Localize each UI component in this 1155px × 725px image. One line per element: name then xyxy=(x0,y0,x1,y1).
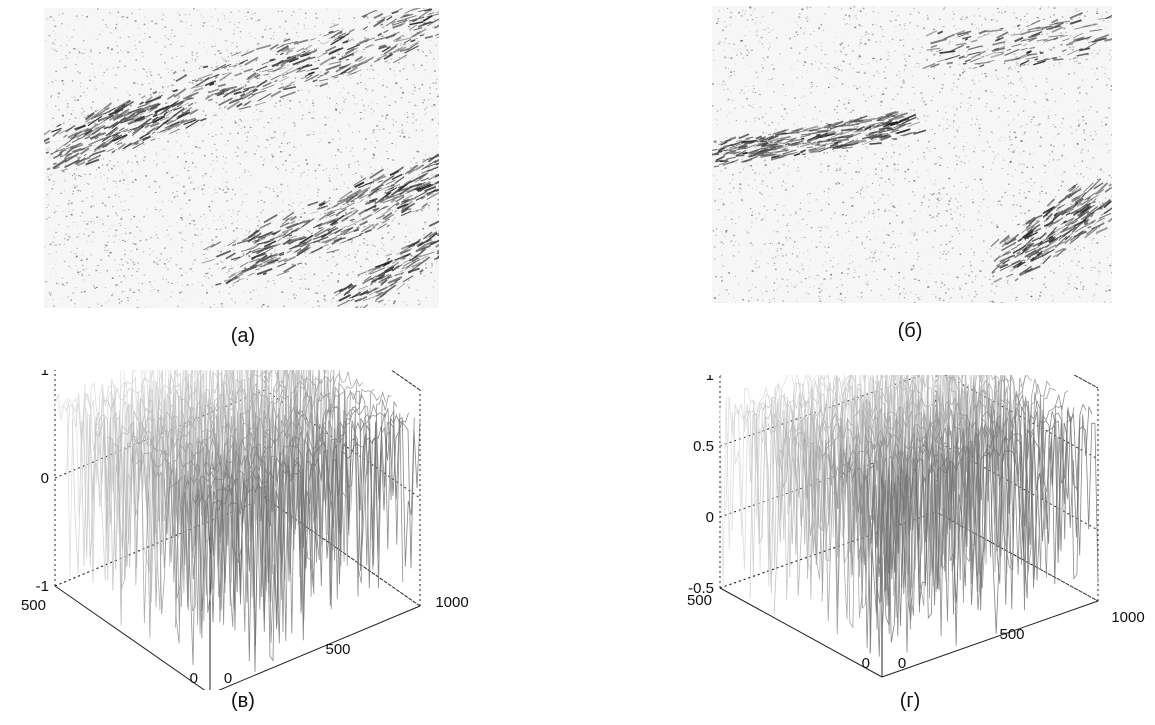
texture-speckles xyxy=(44,8,439,308)
x-tick-label: 1000 xyxy=(435,594,468,611)
z-tick-label: -1 xyxy=(36,578,49,595)
caption-b: (б) xyxy=(897,320,923,342)
x-tick-label: 0 xyxy=(224,670,232,687)
x-tick-label: 500 xyxy=(999,626,1024,643)
z-tick-label: 0 xyxy=(41,470,49,487)
surface-mesh xyxy=(54,370,421,673)
z-tick-label: 1 xyxy=(41,370,49,379)
caption-c: (в) xyxy=(231,690,255,712)
texture-streaks xyxy=(44,8,439,308)
texture-image-b xyxy=(712,6,1112,303)
x-tick-label: 1000 xyxy=(1111,609,1144,626)
x-tick-label: 500 xyxy=(325,641,350,658)
surface-mesh xyxy=(719,375,1099,657)
surface-plot-c: 1 0 -1 0 500 1000 500 0 xyxy=(21,370,469,690)
texture-image-a xyxy=(44,8,439,308)
tick-labels: 1 0 -1 0 500 1000 500 0 xyxy=(21,370,469,687)
z-tick-label: -0.5 xyxy=(688,580,714,597)
tick-labels: 1 0.5 0 -0.5 0 500 1000 500 0 xyxy=(687,375,1145,672)
z-tick-label: 0 xyxy=(706,509,714,526)
texture-a-canvas xyxy=(44,8,439,308)
surface-plot-d: 1 0.5 0 -0.5 0 500 1000 500 0 xyxy=(687,375,1145,678)
y-tick-label: 500 xyxy=(21,597,46,614)
texture-b-canvas xyxy=(712,6,1112,303)
x-tick-label: 0 xyxy=(898,655,906,672)
caption-d: (г) xyxy=(899,690,921,712)
z-tick-label: 1 xyxy=(706,375,714,384)
z-tick-label: 0.5 xyxy=(693,438,714,455)
y-tick-label: 0 xyxy=(862,655,870,672)
texture-streaks xyxy=(712,12,1112,284)
y-tick-label: 500 xyxy=(687,592,712,609)
caption-a: (а) xyxy=(230,325,256,347)
y-tick-label: 0 xyxy=(190,670,198,687)
